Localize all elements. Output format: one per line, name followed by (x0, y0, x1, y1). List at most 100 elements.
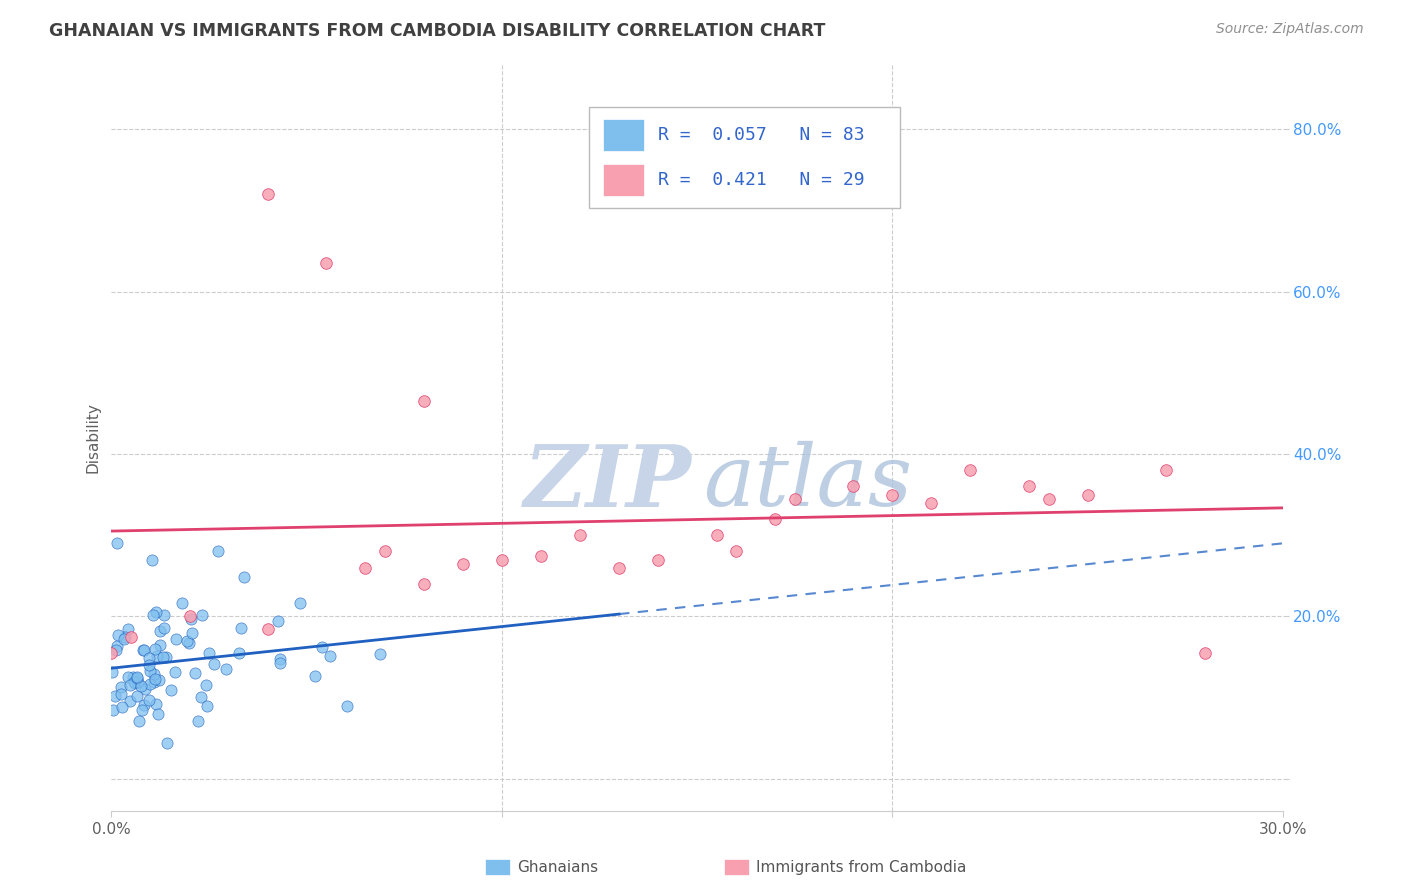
Point (569, 528, 592, 542)
Point (146, 707, 169, 722)
Point (122, 670, 145, 684)
Point (128, 714, 150, 729)
Point (129, 679, 152, 693)
Point (152, 608, 174, 623)
Point (311, 640, 333, 654)
Point (146, 649, 169, 664)
Point (1154, 463, 1177, 477)
Point (256, 622, 278, 636)
Point (131, 703, 153, 717)
Point (256, 187, 278, 202)
Point (920, 496, 942, 510)
Point (148, 673, 170, 688)
Point (104, 689, 127, 703)
Point (228, 646, 250, 660)
Point (152, 621, 174, 635)
Point (141, 552, 163, 566)
Point (374, 544, 396, 558)
Point (725, 544, 748, 558)
Point (412, 394, 434, 409)
Text: Source: ZipAtlas.com: Source: ZipAtlas.com (1216, 22, 1364, 37)
Point (607, 560, 630, 574)
Point (110, 687, 132, 701)
Point (190, 690, 212, 704)
Point (647, 552, 669, 566)
Point (267, 614, 290, 628)
Point (1018, 479, 1040, 493)
Point (412, 577, 434, 591)
Point (122, 675, 145, 690)
Point (127, 671, 149, 685)
Point (107, 628, 129, 642)
Point (105, 536, 128, 550)
Point (124, 676, 146, 690)
Y-axis label: Disability: Disability (86, 402, 100, 473)
Point (160, 683, 183, 698)
Point (706, 528, 728, 542)
Point (1038, 491, 1060, 506)
Point (103, 703, 125, 717)
Point (304, 668, 326, 682)
Point (368, 647, 391, 661)
Point (959, 463, 981, 477)
Point (202, 657, 225, 671)
Point (127, 675, 149, 690)
Point (114, 630, 136, 644)
Point (198, 646, 221, 660)
Point (142, 607, 165, 622)
Point (111, 700, 134, 714)
Point (152, 650, 174, 665)
Point (163, 665, 186, 679)
Point (134, 682, 156, 697)
Text: atlas: atlas (703, 442, 912, 524)
Point (179, 635, 201, 649)
Point (336, 698, 359, 713)
Point (142, 674, 165, 689)
Point (149, 624, 172, 639)
Text: Immigrants from Cambodia: Immigrants from Cambodia (756, 860, 967, 874)
Point (165, 632, 187, 647)
Point (181, 626, 204, 640)
Point (491, 552, 513, 566)
Point (132, 642, 155, 657)
Point (354, 560, 377, 574)
Point (112, 632, 135, 646)
Point (288, 596, 311, 610)
Point (319, 648, 342, 663)
Point (139, 676, 162, 690)
Point (207, 544, 229, 558)
Point (143, 642, 166, 657)
Point (184, 665, 207, 680)
Point (134, 698, 156, 712)
Point (120, 678, 142, 692)
Point (125, 671, 148, 685)
Point (269, 656, 291, 670)
FancyBboxPatch shape (589, 107, 900, 209)
Point (176, 633, 198, 648)
FancyBboxPatch shape (603, 120, 644, 151)
Point (1077, 488, 1099, 502)
Point (139, 664, 162, 678)
Point (783, 491, 806, 506)
Point (172, 596, 194, 610)
Text: ZIP: ZIP (523, 441, 692, 524)
Point (127, 690, 149, 704)
Point (100, 665, 122, 679)
Point (110, 680, 132, 694)
Point (187, 714, 209, 729)
Point (229, 621, 252, 635)
Point (179, 609, 201, 624)
Point (138, 651, 160, 665)
Point (451, 557, 474, 571)
Point (149, 638, 172, 652)
Point (156, 736, 179, 750)
Point (155, 650, 177, 665)
Point (269, 651, 291, 665)
Point (105, 639, 128, 653)
Point (118, 694, 141, 708)
Point (842, 479, 865, 493)
Point (120, 630, 142, 644)
Point (882, 488, 904, 502)
Point (132, 642, 155, 657)
Point (138, 658, 160, 673)
